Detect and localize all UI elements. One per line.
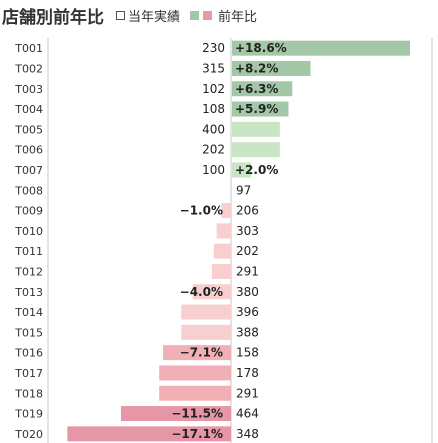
current-value-label: 348 bbox=[236, 427, 259, 441]
store-label: T015 bbox=[14, 326, 43, 339]
yoy-percent-label: −17.1% bbox=[171, 427, 223, 441]
yoy-percent-label: −4.0% bbox=[180, 285, 223, 299]
yoy-percent-label: +8.2% bbox=[235, 61, 278, 75]
yoy-bar bbox=[216, 223, 231, 239]
store-label: T004 bbox=[14, 103, 43, 116]
current-value-label: 315 bbox=[202, 61, 225, 75]
yoy-bar bbox=[120, 406, 231, 422]
bars-layer bbox=[67, 40, 410, 442]
current-value-label: 202 bbox=[236, 244, 259, 258]
current-value-label: 464 bbox=[236, 407, 259, 421]
store-label: T018 bbox=[14, 387, 43, 400]
current-value-label: 396 bbox=[236, 305, 259, 319]
current-value-label: 158 bbox=[236, 346, 259, 360]
store-label: T019 bbox=[14, 408, 43, 421]
store-label: T003 bbox=[14, 83, 43, 96]
store-label: T010 bbox=[14, 225, 43, 238]
legend-swatch-positive bbox=[190, 10, 200, 20]
legend-swatch-current bbox=[116, 10, 125, 20]
labels-layer: T001 230 +18.6% T002 315 +8.2% T003 102 +6.3% T00… bbox=[14, 41, 286, 441]
yoy-percent-label: +2.0% bbox=[235, 163, 278, 177]
yoy-bar bbox=[232, 162, 252, 178]
store-label: T016 bbox=[14, 347, 43, 360]
store-label: T006 bbox=[14, 144, 43, 157]
page-title: 店舗別前年比 bbox=[2, 7, 104, 28]
yoy-percent-label: −11.5% bbox=[171, 407, 223, 421]
yoy-bar bbox=[192, 284, 231, 300]
current-value-label: 108 bbox=[202, 102, 225, 116]
store-label: T008 bbox=[14, 184, 43, 197]
yoy-bar bbox=[159, 385, 231, 401]
yoy-bar bbox=[181, 324, 231, 340]
yoy-bar bbox=[211, 263, 231, 279]
store-label: T017 bbox=[14, 367, 43, 380]
store-label: T020 bbox=[14, 428, 43, 441]
current-value-label: 102 bbox=[202, 82, 225, 96]
yoy-bar bbox=[221, 203, 231, 219]
yoy-percent-label: −1.0% bbox=[180, 204, 223, 218]
current-value-label: 100 bbox=[202, 163, 225, 177]
yoy-bar bbox=[232, 81, 293, 97]
yoy-bar bbox=[232, 121, 280, 137]
current-value-label: 97 bbox=[236, 183, 251, 197]
current-value-label: 178 bbox=[236, 366, 259, 380]
yoy-bar bbox=[163, 345, 231, 361]
yoy-bar bbox=[232, 101, 289, 117]
store-label: T002 bbox=[14, 62, 43, 75]
store-label: T013 bbox=[14, 286, 43, 299]
current-value-label: 230 bbox=[202, 41, 225, 55]
yoy-percent-label: +6.3% bbox=[235, 82, 278, 96]
yoy-bar bbox=[213, 243, 231, 259]
title-row: 店舗別前年比 当年実績 前年比 bbox=[2, 3, 267, 28]
legend-yoy[interactable]: 前年比 bbox=[190, 6, 257, 25]
legend-current[interactable]: 当年実績 bbox=[116, 6, 180, 25]
legend-current-label: 当年実績 bbox=[128, 9, 181, 25]
yoy-bar bbox=[159, 365, 231, 381]
yoy-percent-label: −7.1% bbox=[180, 346, 223, 360]
store-label: T009 bbox=[14, 205, 43, 218]
store-label: T012 bbox=[14, 265, 43, 278]
store-label: T001 bbox=[14, 42, 43, 55]
yoy-percent-label: +18.6% bbox=[235, 41, 287, 55]
current-value-label: 202 bbox=[202, 143, 225, 157]
current-value-label: 388 bbox=[236, 325, 259, 339]
store-label: T011 bbox=[14, 245, 43, 258]
store-label: T007 bbox=[14, 164, 43, 177]
store-label: T005 bbox=[14, 123, 43, 136]
current-value-label: 380 bbox=[236, 285, 259, 299]
yoy-bar bbox=[67, 426, 232, 442]
current-value-label: 206 bbox=[236, 204, 259, 218]
store-label: T014 bbox=[14, 306, 43, 319]
yoy-bar bbox=[232, 142, 280, 158]
legend-swatch-negative bbox=[203, 10, 213, 20]
current-value-label: 303 bbox=[236, 224, 259, 238]
current-value-label: 291 bbox=[236, 264, 259, 278]
grid-layer bbox=[47, 38, 433, 443]
current-value-label: 400 bbox=[202, 122, 225, 136]
legend-yoy-label: 前年比 bbox=[218, 9, 258, 25]
yoy-bar bbox=[181, 304, 231, 320]
yoy-bar bbox=[232, 60, 311, 76]
yoy-percent-label: +5.9% bbox=[235, 102, 278, 116]
current-value-label: 291 bbox=[236, 386, 259, 400]
yoy-bar bbox=[232, 40, 410, 56]
